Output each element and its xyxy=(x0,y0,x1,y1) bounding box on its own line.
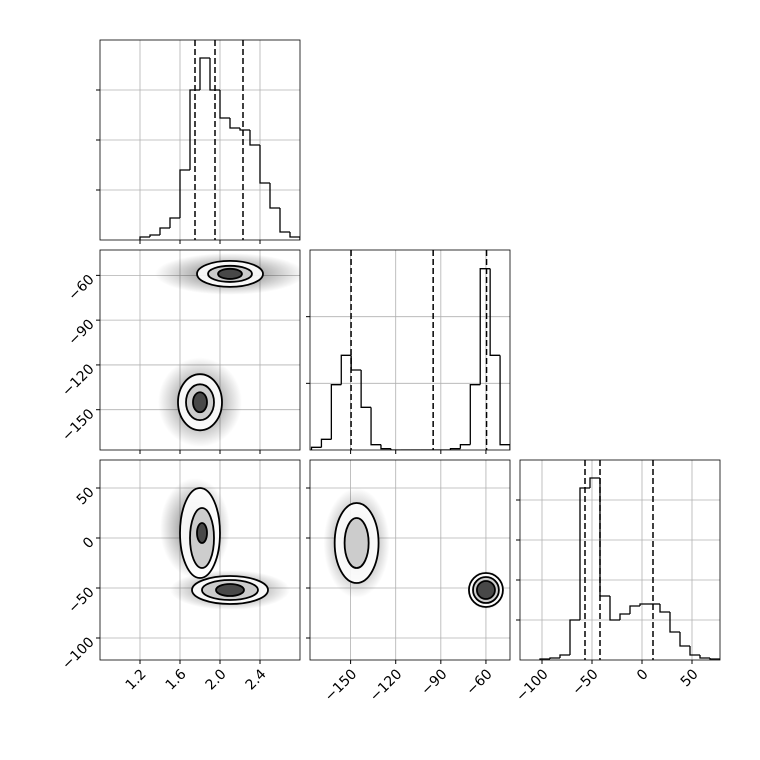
x-tick-label: −150 xyxy=(322,666,361,705)
y-tick-label: −50 xyxy=(65,584,97,616)
x-tick-label: −90 xyxy=(418,666,450,698)
x-tick-label: −100 xyxy=(513,666,552,705)
panel xyxy=(306,249,511,454)
histogram-step xyxy=(199,57,210,90)
histogram-step xyxy=(360,370,372,408)
histogram-step xyxy=(659,604,670,613)
histogram-step xyxy=(279,208,290,233)
y-tick-label: −60 xyxy=(65,272,97,304)
histogram-step xyxy=(330,384,342,440)
histogram-step xyxy=(169,217,180,228)
panel-frame xyxy=(99,249,301,451)
contour xyxy=(343,517,370,569)
histogram-step xyxy=(310,446,322,450)
x-tick-label: −60 xyxy=(463,666,495,698)
histogram-step xyxy=(179,169,190,218)
contour xyxy=(192,391,208,414)
plot-area xyxy=(100,250,300,450)
plot-area xyxy=(520,460,720,660)
histogram-step xyxy=(489,268,501,356)
panel: 1.2 1.6 2.0 2.4 50 0 −50 −100 xyxy=(59,459,301,693)
histogram-step xyxy=(340,354,352,385)
histogram-step xyxy=(589,477,600,488)
x-tick-label: 1.6 xyxy=(163,666,190,693)
y-tick-label: 50 xyxy=(74,484,98,508)
x-tick-label: 0 xyxy=(634,666,652,684)
x-tick-label: −50 xyxy=(569,666,601,698)
histogram-step xyxy=(669,612,680,633)
histogram-step xyxy=(259,145,270,184)
y-tick-label: −90 xyxy=(65,316,97,348)
histogram-step xyxy=(629,605,640,614)
histogram-step xyxy=(639,603,650,606)
histogram-step xyxy=(249,130,260,146)
histogram-step xyxy=(479,268,491,385)
histogram-step xyxy=(269,183,280,209)
histogram-step xyxy=(569,619,580,655)
x-tick-label: 50 xyxy=(678,666,702,690)
panel: −60 −90 −120 −150 xyxy=(59,249,301,454)
y-tick-label: −120 xyxy=(59,361,98,400)
histogram-step xyxy=(559,654,570,658)
plot-area xyxy=(310,250,510,450)
histogram-step xyxy=(599,478,610,597)
histogram-step xyxy=(619,613,630,620)
y-tick-label: 0 xyxy=(80,534,98,552)
histogram-step xyxy=(390,448,401,450)
panel-frame xyxy=(309,249,511,451)
histogram-step xyxy=(219,90,230,119)
y-tick-label: −100 xyxy=(59,634,98,673)
histogram-step xyxy=(679,632,690,647)
x-tick-label: 1.2 xyxy=(123,666,150,693)
histogram-step xyxy=(380,444,391,450)
y-tick-label: −150 xyxy=(59,406,98,445)
panel: −150 −120 −90 −60 xyxy=(306,459,511,705)
panel-frame xyxy=(519,459,721,661)
histogram-step xyxy=(320,438,332,448)
histogram-step xyxy=(459,444,471,449)
histogram-step xyxy=(370,407,381,446)
histogram-step xyxy=(449,448,461,450)
x-tick-label: −120 xyxy=(367,666,406,705)
plot-area xyxy=(100,40,300,240)
histogram-step xyxy=(209,58,220,91)
histogram-step xyxy=(699,655,710,659)
plot-area xyxy=(100,460,300,660)
histogram-step xyxy=(189,89,200,170)
panel-frame xyxy=(99,39,301,241)
histogram-step xyxy=(579,487,590,620)
contour xyxy=(196,522,208,544)
panel xyxy=(96,39,301,244)
panel-frame xyxy=(99,459,301,661)
histogram-step xyxy=(149,234,160,237)
histogram-step xyxy=(350,355,362,371)
histogram-step xyxy=(689,646,700,656)
contour xyxy=(476,580,496,600)
histogram-step xyxy=(159,227,170,235)
x-tick-label: 2.0 xyxy=(203,666,230,693)
contour xyxy=(217,267,243,280)
histogram-step xyxy=(709,658,720,660)
panel: −100 −50 0 50 xyxy=(513,459,721,705)
histogram-step xyxy=(289,232,300,240)
panel-frame xyxy=(309,459,511,661)
histogram-step xyxy=(229,118,240,129)
histogram-step xyxy=(499,355,510,450)
histogram-step xyxy=(239,128,250,131)
histogram-step xyxy=(549,657,560,659)
contour xyxy=(215,583,245,597)
histogram-step xyxy=(139,236,150,240)
plot-area xyxy=(310,460,510,660)
histogram-step xyxy=(469,384,481,445)
x-tick-label: 2.4 xyxy=(243,666,270,693)
histogram-step xyxy=(609,596,620,621)
